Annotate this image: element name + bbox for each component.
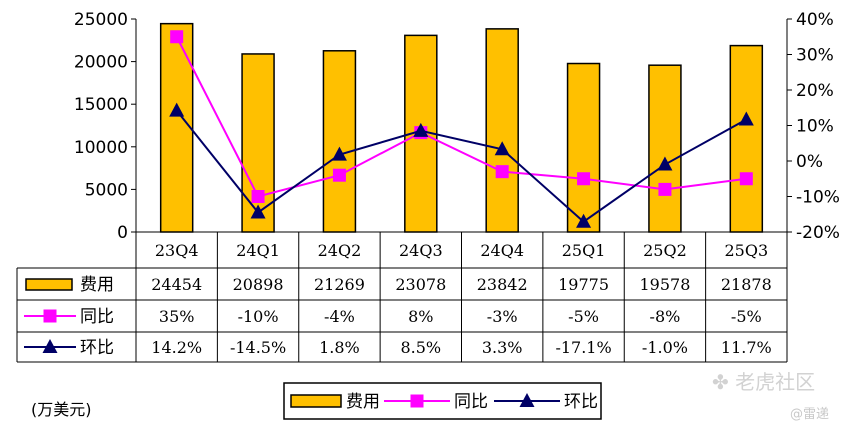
table-cell: 21269 bbox=[314, 275, 365, 294]
bar-25Q3 bbox=[729, 44, 764, 233]
bar-25Q2 bbox=[648, 64, 682, 233]
watermark-text: ✤ 老虎社区 bbox=[712, 370, 816, 394]
table-series-name: 同比 bbox=[80, 307, 114, 327]
table-cell: -10% bbox=[238, 307, 279, 326]
yoy-point-23Q4 bbox=[170, 30, 184, 44]
right-tick-label: 0% bbox=[796, 152, 823, 172]
legend-label: 环比 bbox=[564, 392, 598, 412]
legend-label: 同比 bbox=[454, 392, 488, 412]
table-key-marker bbox=[42, 339, 58, 353]
table-cell: 24454 bbox=[151, 275, 202, 294]
table-cell: -14.5% bbox=[230, 338, 286, 357]
category-label: 25Q1 bbox=[562, 241, 606, 260]
qoq-point-24Q1 bbox=[250, 204, 266, 219]
bar-group bbox=[159, 22, 764, 233]
qoq-point-23Q4 bbox=[169, 102, 185, 117]
right-tick-label: 20% bbox=[796, 81, 834, 101]
table-cell: 19578 bbox=[639, 275, 690, 294]
bar-23Q4 bbox=[159, 22, 194, 233]
table-cell: 19775 bbox=[558, 275, 609, 294]
table-cell: 1.8% bbox=[319, 338, 360, 357]
legend-key-qoq-marker bbox=[519, 393, 535, 407]
line-group bbox=[169, 30, 754, 228]
qoq-line bbox=[175, 109, 747, 223]
category-label: 24Q3 bbox=[399, 241, 443, 260]
table-cell: -3% bbox=[487, 307, 518, 326]
table-cell: 20898 bbox=[233, 275, 284, 294]
right-tick-label: -20% bbox=[796, 223, 840, 243]
yoy-point-25Q2 bbox=[658, 182, 672, 196]
left-tick-label: 5000 bbox=[85, 180, 128, 200]
qoq-point-25Q1 bbox=[576, 213, 592, 228]
table-series-name: 环比 bbox=[80, 338, 114, 358]
legend-key-yoy-marker bbox=[410, 394, 424, 408]
table-cell: -17.1% bbox=[555, 338, 611, 357]
table-series-name: 费用 bbox=[80, 275, 114, 295]
table-cell: 3.3% bbox=[482, 338, 523, 357]
table-cell: -5% bbox=[731, 307, 762, 326]
table-cell: 8.5% bbox=[400, 338, 441, 357]
table-cell: 21878 bbox=[721, 275, 772, 294]
qoq-point-25Q3 bbox=[738, 111, 754, 126]
legend-label: 费用 bbox=[346, 392, 380, 412]
table-cell: 11.7% bbox=[721, 338, 772, 357]
yoy-point-24Q2 bbox=[332, 168, 346, 182]
right-tick-label: 10% bbox=[796, 117, 834, 137]
yoy-point-25Q1 bbox=[577, 172, 591, 186]
category-label: 24Q4 bbox=[480, 241, 524, 260]
qoq-point-24Q2 bbox=[331, 146, 347, 161]
table-cell: -1.0% bbox=[642, 338, 688, 357]
yoy-line bbox=[175, 36, 747, 198]
table-cell: -5% bbox=[568, 307, 599, 326]
legend-key-bar bbox=[290, 394, 342, 408]
table-cell: 14.2% bbox=[151, 338, 202, 357]
table-cell: 23842 bbox=[477, 275, 528, 294]
data-table: 23Q4 24Q1 24Q2 24Q3 24Q4 25Q1 25Q2 25Q3 费用 24454 2… bbox=[16, 231, 788, 363]
qoq-point-25Q2 bbox=[657, 156, 673, 171]
left-tick-label: 15000 bbox=[74, 95, 128, 115]
axes: 0 5000 10000 15000 20000 25000 -20% -10% 0% 10% 20… bbox=[74, 10, 840, 243]
qoq-point-24Q4 bbox=[494, 141, 510, 156]
yoy-point-25Q3 bbox=[739, 172, 753, 186]
bar-24Q2 bbox=[322, 50, 357, 233]
right-tick-label: -10% bbox=[796, 188, 840, 208]
table-cell: -8% bbox=[650, 307, 681, 326]
yoy-point-24Q4 bbox=[495, 165, 509, 179]
table-cell: 23078 bbox=[395, 275, 446, 294]
bar-25Q1 bbox=[566, 62, 601, 233]
table-cell: -4% bbox=[324, 307, 355, 326]
left-tick-label: 20000 bbox=[74, 53, 128, 73]
category-label: 24Q2 bbox=[318, 241, 362, 260]
bar-24Q4 bbox=[485, 28, 519, 233]
watermark-sub: @雷递 bbox=[790, 407, 830, 422]
left-tick-label: 0 bbox=[117, 223, 128, 243]
category-label: 23Q4 bbox=[155, 241, 199, 260]
qoq-point-24Q3 bbox=[413, 122, 429, 137]
table-cell: 8% bbox=[408, 307, 433, 326]
table-key-marker bbox=[43, 309, 57, 323]
yoy-point-24Q1 bbox=[251, 190, 265, 203]
left-tick-label: 25000 bbox=[74, 10, 128, 30]
legend: 费用 同比 环比 bbox=[283, 382, 602, 420]
right-tick-label: 40% bbox=[796, 10, 834, 30]
category-label: 24Q1 bbox=[236, 241, 280, 260]
category-label: 25Q2 bbox=[643, 241, 687, 260]
table-key-bar bbox=[25, 278, 73, 291]
right-tick-label: 30% bbox=[796, 46, 834, 66]
unit-note: (万美元) bbox=[31, 400, 92, 419]
table-cell: 35% bbox=[159, 307, 195, 326]
category-label: 25Q3 bbox=[724, 241, 768, 260]
left-tick-label: 10000 bbox=[74, 138, 128, 158]
